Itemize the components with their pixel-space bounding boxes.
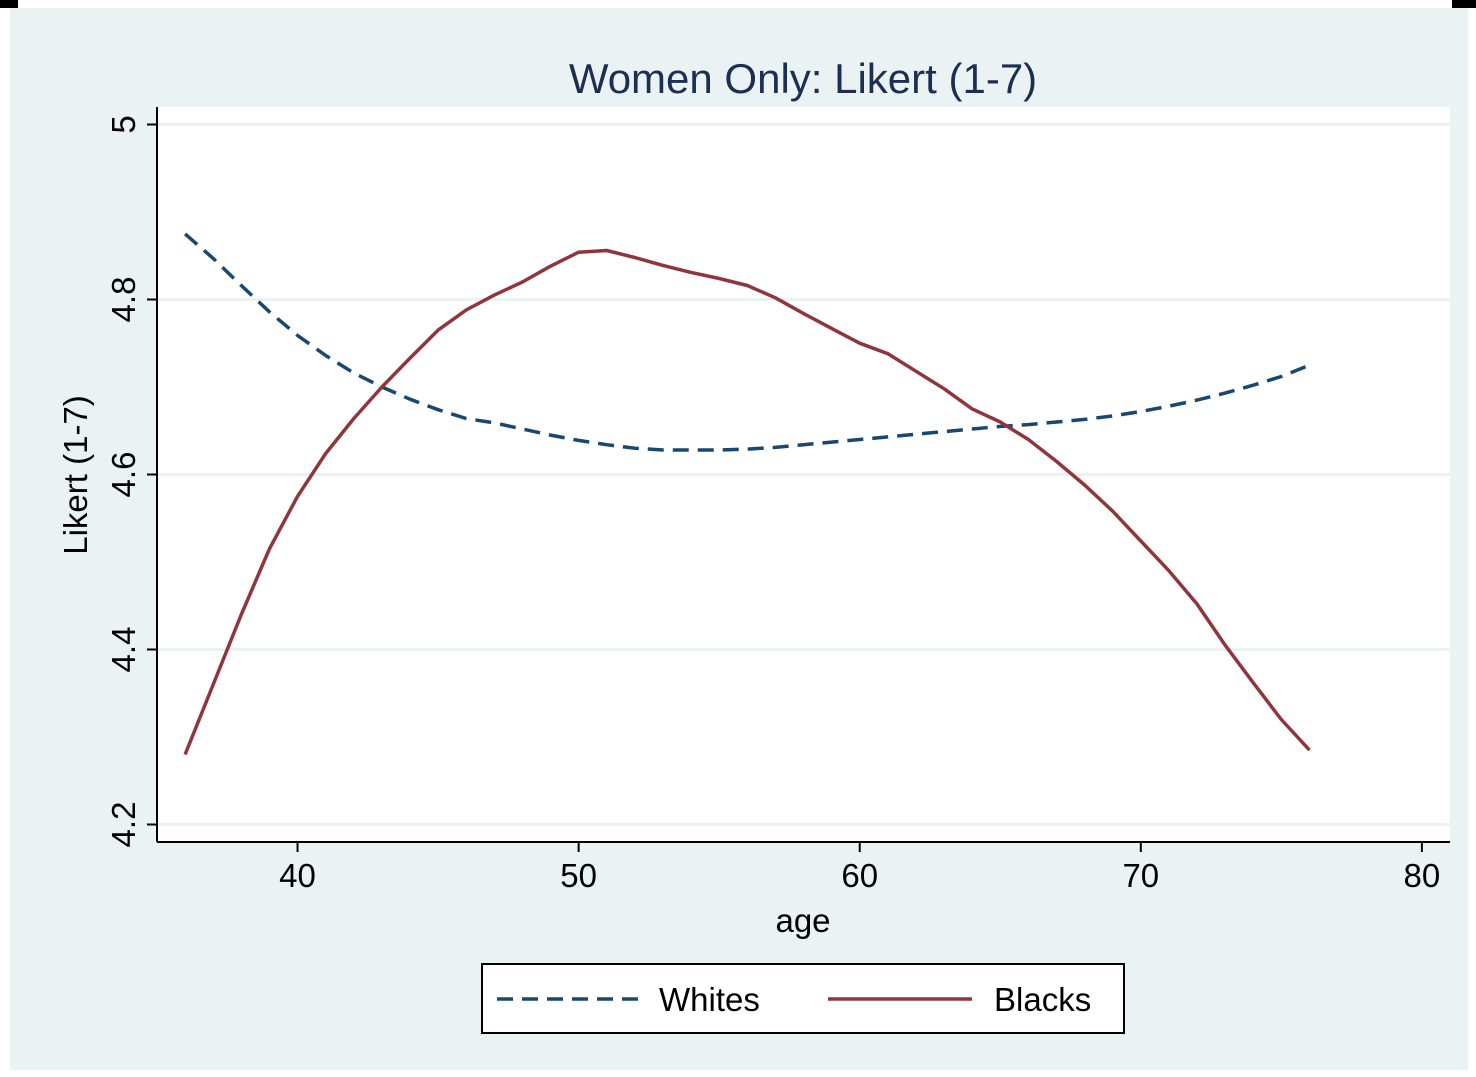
x-tick-label-0: 40: [279, 857, 316, 894]
y-tick-label-3: 4.8: [105, 277, 142, 323]
legend-label-whites: Whites: [659, 981, 760, 1018]
chart-title: Women Only: Likert (1-7): [569, 55, 1037, 102]
x-tick-label-2: 60: [841, 857, 878, 894]
legend-box: [481, 963, 1125, 1034]
series-line-whites: [183, 232, 1311, 452]
x-tick-label-3: 70: [1122, 857, 1159, 894]
x-tick-label-1: 50: [560, 857, 597, 894]
series-line-blacks: [183, 248, 1311, 756]
y-ticks: 4.2 4.4 4.6 4.8 5: [105, 115, 157, 847]
grid-lines: [157, 123, 1450, 826]
crop-mark-right: [1452, 0, 1476, 8]
x-tick-label-4: 80: [1404, 857, 1441, 894]
y-tick-label-0: 4.2: [105, 802, 142, 848]
legend-label-blacks: Blacks: [994, 981, 1091, 1018]
x-axis-label: age: [775, 902, 830, 939]
series: [183, 232, 1311, 756]
y-tick-label-2: 4.6: [105, 452, 142, 498]
y-tick-label-4: 5: [105, 115, 142, 133]
y-axis-label: Likert (1-7): [57, 395, 94, 555]
x-ticks: 40 50 60 70 80: [279, 842, 1440, 894]
legend: Whites Blacks: [481, 963, 1125, 1034]
crop-mark-left: [0, 0, 18, 8]
y-tick-label-1: 4.4: [105, 627, 142, 673]
